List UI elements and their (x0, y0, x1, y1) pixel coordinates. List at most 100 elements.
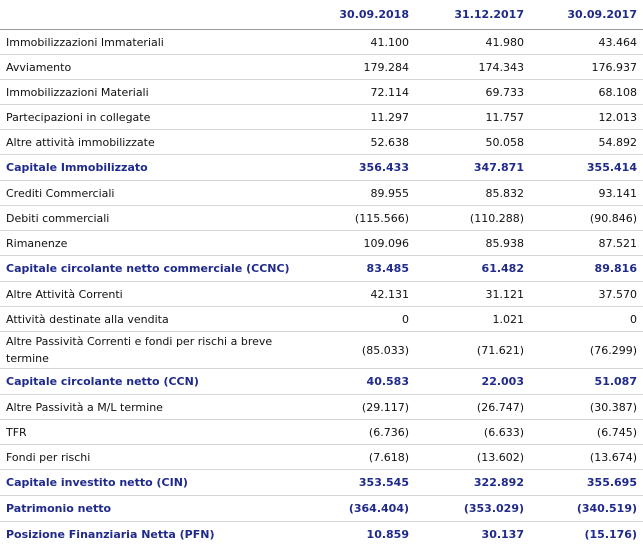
value-30-09-2018: 89.955 (299, 180, 415, 206)
value-30-09-2018: (29.117) (299, 394, 415, 420)
total-row: Patrimonio netto (364.404) (353.029) (340.5… (0, 495, 643, 522)
total-row: Capitale investito netto (CIN) 353.545 322… (0, 469, 643, 496)
value-31-12-2017: (13.602) (415, 444, 530, 470)
value-31-12-2017: 347.871 (415, 154, 530, 181)
value-30-09-2018: 41.100 (299, 29, 415, 55)
total-row: Posizione Finanziaria Netta (PFN) 10.859 3… (0, 522, 643, 548)
value-30-09-2018: 0 (299, 306, 415, 332)
row-label: Partecipazioni in collegate (0, 104, 299, 130)
value-30-09-2018: (7.618) (299, 444, 415, 470)
row-label: TFR (0, 419, 299, 445)
value-31-12-2017: 41.980 (415, 29, 530, 55)
table-header-row: 30.09.2018 31.12.2017 30.09.2017 (0, 0, 643, 30)
row-label: Capitale Immobilizzato (0, 154, 299, 181)
header-label-cell (0, 0, 299, 30)
value-31-12-2017: (26.747) (415, 394, 530, 420)
value-31-12-2017: 31.121 (415, 281, 530, 307)
total-row: Capitale circolante netto (CCN) 40.583 22.… (0, 368, 643, 395)
value-30-09-2017: (13.674) (530, 444, 643, 470)
value-30-09-2017: (15.176) (584, 528, 637, 541)
row-label: Altre Passività Correnti e fondi per ris… (0, 331, 299, 369)
value-30-09-2017: (76.299) (530, 331, 643, 369)
value-30-09-2017: 355.414 (530, 154, 643, 181)
row-label: Capitale circolante netto commerciale (C… (0, 255, 299, 282)
value-30-09-2018: 11.297 (299, 104, 415, 130)
value-30-09-2018: 353.545 (299, 469, 415, 496)
value-30-09-2018: 72.114 (299, 79, 415, 105)
value-30-09-2017: 51.087 (530, 368, 643, 395)
table-row: Immobilizzazioni Materiali 72.114 69.733 68… (0, 79, 643, 105)
table-row: Immobilizzazioni Immateriali 41.100 41.980… (0, 29, 643, 55)
total-row: Capitale circolante netto commerciale (C… (0, 255, 643, 282)
table-row: Partecipazioni in collegate 11.297 11.757 1… (0, 104, 643, 130)
table-row: Altre attività immobilizzate 52.638 50.058… (0, 129, 643, 155)
value-30-09-2017: 176.937 (530, 54, 643, 80)
table-row: Fondi per rischi (7.618) (13.602) (13.674) (0, 444, 643, 470)
value-31-12-2017: 174.343 (415, 54, 530, 80)
row-label: Rimanenze (0, 230, 299, 256)
value-30-09-2017: 87.521 (530, 230, 643, 256)
row-label: Avviamento (0, 54, 299, 80)
value-30-09-2017: 68.108 (530, 79, 643, 105)
value-31-12-2017: 50.058 (415, 129, 530, 155)
value-31-12-2017: 11.757 (415, 104, 530, 130)
value-31-12-2017: 22.003 (415, 368, 530, 395)
row-label: Immobilizzazioni Immateriali (0, 29, 299, 55)
row-label: Altre Passività a M/L termine (0, 394, 299, 420)
row-label: Posizione Finanziaria Netta (PFN) (6, 528, 215, 541)
row-label: Debiti commerciali (0, 205, 299, 231)
table-body: Immobilizzazioni Immateriali 41.100 41.980… (0, 29, 643, 548)
row-label: Altre Attività Correnti (0, 281, 299, 307)
value-30-09-2017: 54.892 (530, 129, 643, 155)
value-30-09-2017: (30.387) (530, 394, 643, 420)
value-30-09-2017: (90.846) (530, 205, 643, 231)
value-31-12-2017: 69.733 (415, 79, 530, 105)
table-row: TFR (6.736) (6.633) (6.745) (0, 419, 643, 445)
value-31-12-2017: 85.938 (415, 230, 530, 256)
value-30-09-2018: (115.566) (299, 205, 415, 231)
value-30-09-2017: (340.519) (530, 495, 643, 522)
value-30-09-2018: 40.583 (299, 368, 415, 395)
value-31-12-2017: 30.137 (481, 528, 524, 541)
value-30-09-2018: (6.736) (299, 419, 415, 445)
value-30-09-2017: 12.013 (530, 104, 643, 130)
value-30-09-2018: 10.859 (366, 528, 409, 541)
value-30-09-2017: 93.141 (530, 180, 643, 206)
value-30-09-2018: (85.033) (299, 331, 415, 369)
value-30-09-2018: 109.096 (299, 230, 415, 256)
header-date-1: 30.09.2018 (299, 0, 415, 30)
table-row: Altre Passività Correnti e fondi per ris… (0, 331, 643, 369)
value-30-09-2017: 43.464 (530, 29, 643, 55)
table-row: Debiti commerciali (115.566) (110.288) (90.… (0, 205, 643, 231)
value-30-09-2018: 52.638 (299, 129, 415, 155)
table-row: Altre Attività Correnti 42.131 31.121 37.57… (0, 281, 643, 307)
row-label: Capitale investito netto (CIN) (0, 469, 299, 496)
value-31-12-2017: 85.832 (415, 180, 530, 206)
row-label: Crediti Commerciali (0, 180, 299, 206)
value-31-12-2017: 322.892 (415, 469, 530, 496)
value-30-09-2018: 42.131 (299, 281, 415, 307)
value-30-09-2018: 356.433 (299, 154, 415, 181)
header-date-3: 30.09.2017 (530, 0, 643, 30)
row-label: Capitale circolante netto (CCN) (0, 368, 299, 395)
total-row: Capitale Immobilizzato 356.433 347.871 355.… (0, 154, 643, 181)
table-row: Rimanenze 109.096 85.938 87.521 (0, 230, 643, 256)
value-30-09-2017: 355.695 (530, 469, 643, 496)
value-31-12-2017: 1.021 (415, 306, 530, 332)
row-label: Altre attività immobilizzate (0, 129, 299, 155)
value-31-12-2017: (71.621) (415, 331, 530, 369)
value-30-09-2017: (6.745) (530, 419, 643, 445)
row-label: Patrimonio netto (0, 495, 299, 522)
value-30-09-2018: (364.404) (299, 495, 415, 522)
value-30-09-2018: 179.284 (299, 54, 415, 80)
table-row: Attività destinate alla vendita 0 1.021 0 (0, 306, 643, 332)
table-row: Avviamento 179.284 174.343 176.937 (0, 54, 643, 80)
value-31-12-2017: (353.029) (415, 495, 530, 522)
row-label: Fondi per rischi (0, 444, 299, 470)
value-31-12-2017: 61.482 (415, 255, 530, 282)
table-row: Crediti Commerciali 89.955 85.832 93.141 (0, 180, 643, 206)
table-row: Altre Passività a M/L termine (29.117) (26… (0, 394, 643, 420)
value-30-09-2018: 83.485 (299, 255, 415, 282)
